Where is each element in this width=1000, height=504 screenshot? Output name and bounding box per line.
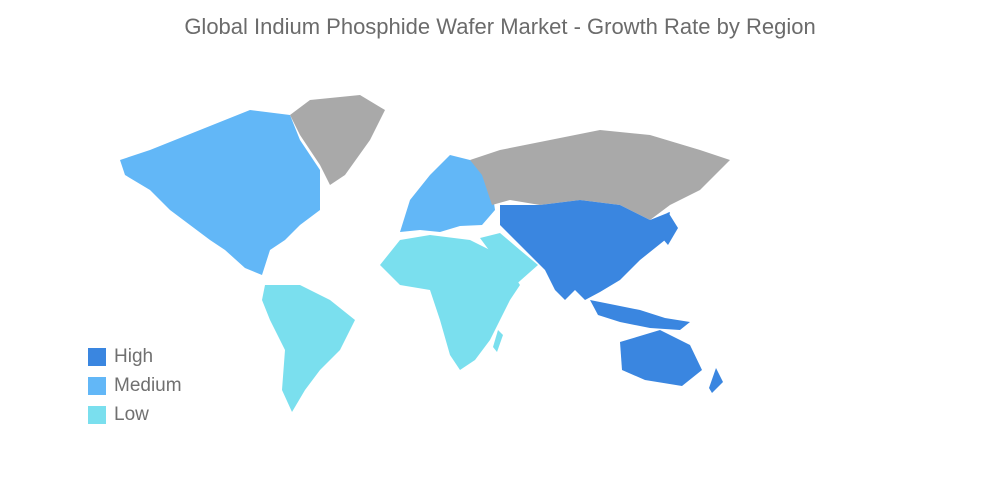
legend-swatch [88, 347, 106, 366]
legend-item-medium: Medium [88, 371, 182, 400]
legend-label: Medium [114, 374, 182, 396]
region-japan [662, 212, 678, 245]
region-asia [500, 200, 670, 300]
legend-swatch [88, 405, 106, 424]
region-greenland [290, 95, 385, 185]
legend-label: Low [114, 403, 149, 425]
region-se-asia-islands [590, 300, 690, 330]
region-south-america [262, 285, 355, 412]
chart-title: Global Indium Phosphide Wafer Market - G… [184, 14, 816, 39]
region-madagascar [493, 330, 503, 352]
region-russia [470, 130, 730, 220]
region-new-zealand [709, 368, 723, 393]
region-europe [400, 155, 495, 232]
legend-label: High [114, 345, 154, 367]
legend-item-high: High [88, 342, 182, 371]
region-africa [380, 235, 520, 370]
region-australia [620, 330, 702, 386]
legend-item-low: Low [88, 400, 182, 429]
legend: High Medium Low [88, 342, 182, 429]
legend-swatch [88, 376, 106, 395]
region-north-america [120, 110, 320, 275]
region-middle-east [480, 233, 538, 288]
